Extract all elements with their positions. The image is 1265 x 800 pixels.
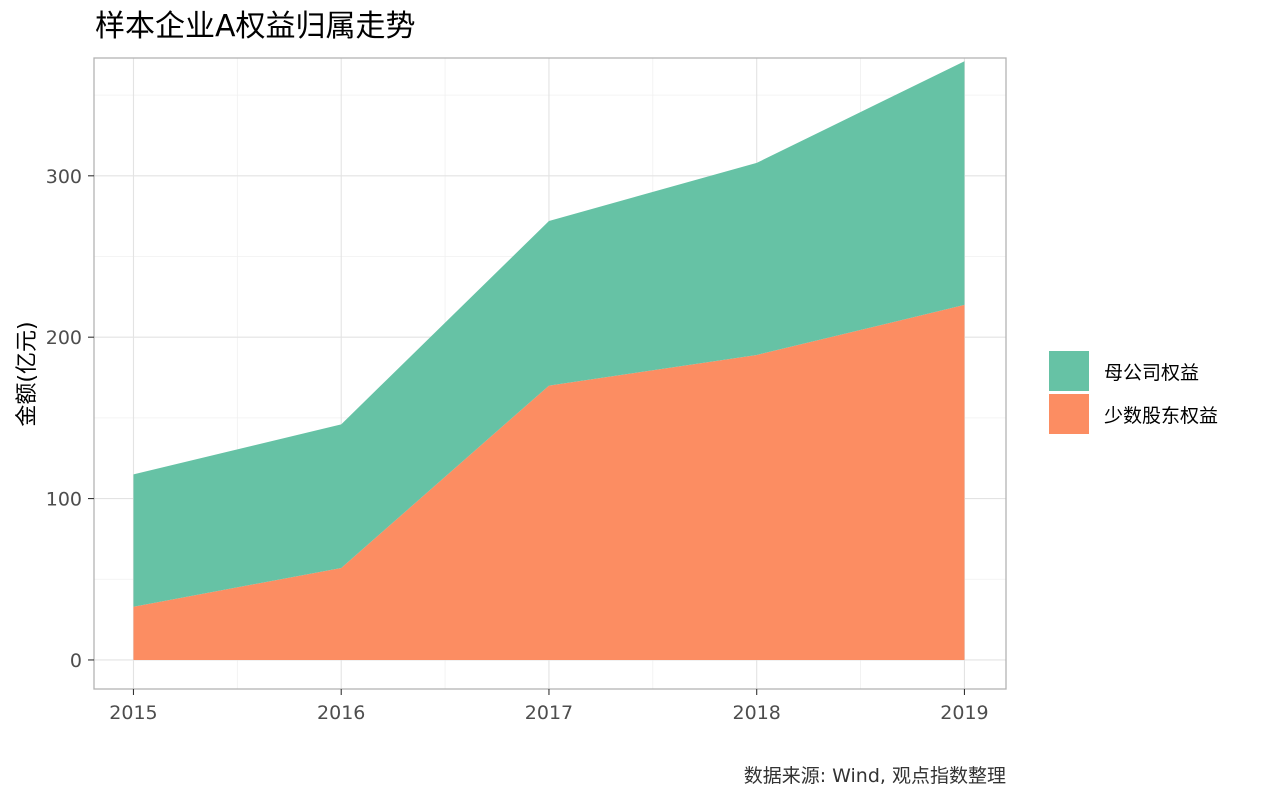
y-tick-label: 200	[46, 327, 82, 349]
y-axis: 0 100 200 300	[46, 166, 94, 672]
area-series-0	[133, 304, 965, 660]
legend-key	[1049, 351, 1089, 391]
x-tick-label: 2016	[317, 702, 365, 724]
legend-label: 少数股东权益	[1104, 405, 1218, 427]
area-series-1	[133, 61, 965, 607]
y-tick-label: 0	[70, 650, 82, 672]
x-tick-label: 2015	[109, 702, 157, 724]
x-tick-label: 2018	[733, 702, 781, 724]
y-tick-label: 100	[46, 489, 82, 511]
legend-key	[1049, 394, 1089, 434]
x-tick-label: 2017	[525, 702, 573, 724]
x-tick-label: 2019	[940, 702, 988, 724]
legend-label: 母公司权益	[1104, 362, 1199, 384]
area-layer	[133, 61, 965, 660]
x-axis: 2015 2016 2017 2018 2019	[109, 689, 989, 724]
plot-panel-border	[93, 57, 1007, 690]
y-axis-title: 金额(亿元)	[15, 321, 40, 426]
y-tick-label: 300	[46, 166, 82, 188]
chart-caption: 数据来源: Wind, 观点指数整理	[744, 765, 1006, 787]
chart-title: 样本企业A权益归属走势	[95, 9, 416, 44]
